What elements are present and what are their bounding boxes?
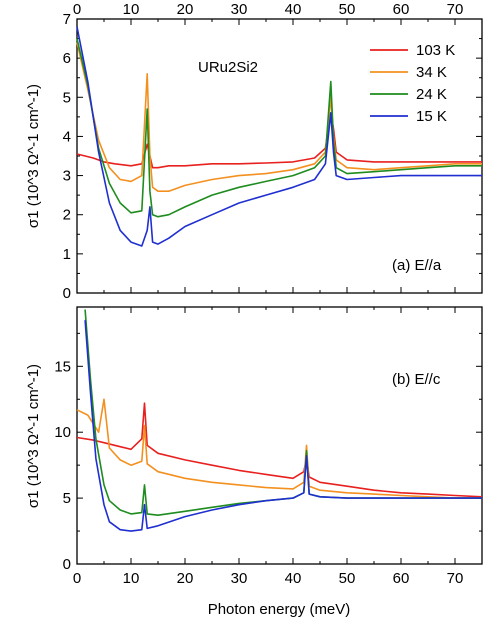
x-tick-label: 60 [393,570,410,587]
material-label: URu2Si2 [198,59,258,76]
x-tick-label: 30 [231,1,248,18]
x-tick-label: 0 [73,1,81,18]
x-tick-label: 30 [231,570,248,587]
legend: 103 K 34 K 24 K 15 K [370,42,455,125]
panel-b-frame [76,306,483,565]
panel-a-annotation: (a) E//a [392,257,442,274]
x-tick-label: 70 [447,1,464,18]
x-tick-label: 50 [339,570,356,587]
panel-a-frame [76,18,483,294]
legend-label: 15 K [416,108,447,125]
y-tick-label: 4 [63,128,71,145]
series-15k-line [76,26,482,247]
y-tick-label: 5 [63,490,71,507]
panel-b-ylabel: σ1 (10^3 Ω^-1 cm^-1) [25,364,42,508]
y-tick-label: 5 [63,89,71,106]
x-tick-label: 60 [393,1,410,18]
x-tick-label: 10 [123,1,140,18]
x-tick-label: 0 [73,570,81,587]
y-tick-label: 10 [54,424,71,441]
x-tick-label: 10 [123,570,140,587]
axis-ticks [76,18,483,565]
panel-b-annotation: (b) E//c [392,371,441,388]
legend-label: 24 K [416,86,447,103]
y-tick-label: 6 [63,50,71,67]
y-tick-label: 2 [63,207,71,224]
y-tick-label: 7 [63,11,71,28]
y-tick-label: 1 [63,246,71,263]
x-tick-label: 40 [285,1,302,18]
series-34k-line [76,398,482,499]
x-axis-label: Photon energy (meV) [208,601,351,618]
series-24k-line [76,38,482,218]
legend-label: 103 K [416,42,455,59]
series-103k-line [76,112,482,169]
series-34k-line [76,42,482,192]
legend-label: 34 K [416,64,447,81]
y-tick-label: 0 [63,285,71,302]
y-tick-label: 0 [63,556,71,573]
series-103k-line [76,402,483,498]
panel-a-series [76,26,482,247]
x-tick-label: 70 [447,570,464,587]
series-15k-line [84,320,482,532]
y-tick-label: 15 [54,358,71,375]
x-tick-label: 20 [177,1,194,18]
x-tick-label: 40 [285,570,302,587]
x-tick-label: 20 [177,570,194,587]
y-tick-label: 3 [63,168,71,185]
panel-a-ylabel: σ1 (10^3 Ω^-1 cm^-1) [25,84,42,228]
panel-b-series [76,309,483,532]
x-tick-label: 50 [339,1,356,18]
